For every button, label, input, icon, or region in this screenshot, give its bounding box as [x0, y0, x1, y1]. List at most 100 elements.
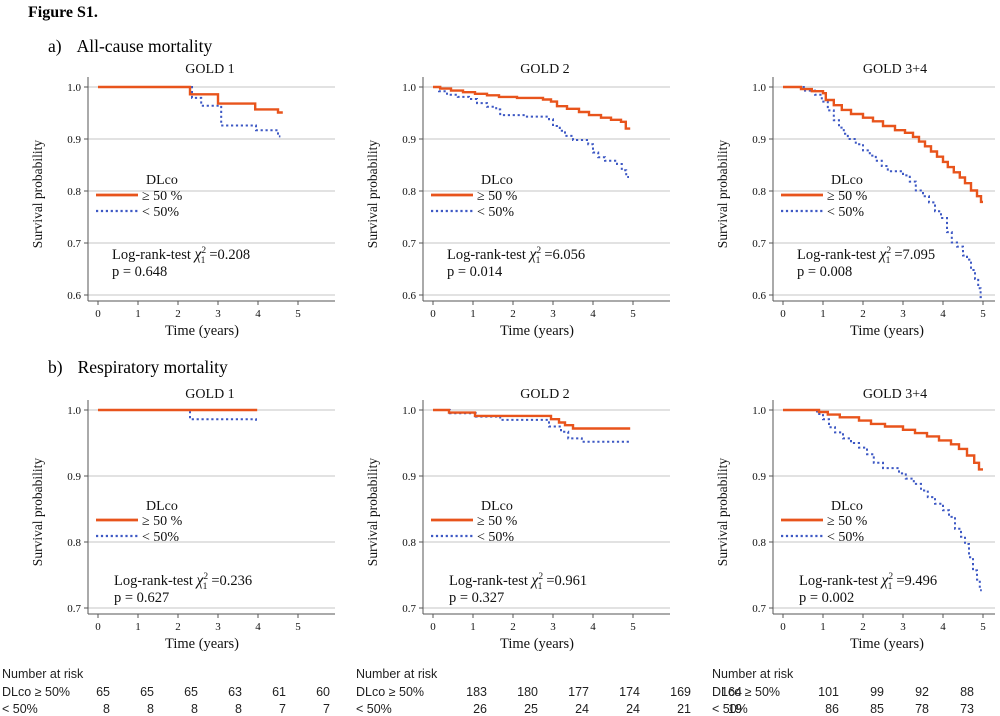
x-tick-label: 0: [430, 621, 436, 633]
x-tick-label: 0: [780, 308, 786, 320]
x-tick-label: 1: [470, 308, 476, 320]
risk-table-row: DLco ≥ 50% 183 180 177 174 169 164: [356, 684, 742, 702]
y-tick-label: 0.9: [752, 134, 766, 146]
logrank-stat: Log-rank-test χ2 1 =0.961: [449, 572, 587, 592]
y-tick-label: 1.0: [752, 405, 766, 417]
x-tick-label: 1: [135, 308, 141, 320]
curve-dlco-ge50: [433, 408, 631, 430]
y-tick-label: 0.8: [402, 186, 416, 198]
x-tick-label: 4: [255, 308, 261, 320]
risk-table-2: Number at risk DLco ≥ 50% 183 180 177 174 169 1…: [356, 666, 742, 716]
risk-row-label: < 50%: [712, 702, 748, 716]
y-tick-label: 1.0: [67, 405, 81, 417]
x-axis-label: Time (years): [850, 323, 924, 339]
panel-b-title: Respiratory mortality: [77, 357, 228, 377]
risk-table-3: Number at risk DLco ≥ 50% 101 99 92 8884 78 < 5…: [712, 666, 1000, 716]
y-axis-label: Survival probability: [715, 458, 730, 567]
risk-count: 92: [915, 684, 929, 699]
p-value: p = 0.002: [799, 590, 854, 606]
risk-count: 85: [870, 702, 884, 716]
risk-count: 65: [184, 684, 198, 699]
y-tick-label: 0.8: [402, 537, 416, 549]
curve-dlco-ge50: [433, 85, 631, 130]
panel-a-header: a) All-cause mortality: [48, 36, 212, 57]
logrank-stat: Log-rank-test χ2 1 =9.496: [799, 572, 937, 592]
risk-count: 8: [235, 702, 242, 716]
y-tick-label: 0.8: [752, 186, 766, 198]
curve-dlco-lt50: [783, 86, 983, 299]
x-tick-label: 3: [215, 308, 221, 320]
risk-count: 7: [323, 702, 330, 716]
risk-count: 25: [524, 702, 538, 716]
risk-table-row: < 50%868578736351: [712, 701, 1000, 716]
plot-title: GOLD 3+4: [863, 387, 927, 402]
x-tick-label: 2: [510, 308, 516, 320]
logrank-stat: Log-rank-test χ2 1 =6.056: [447, 246, 585, 266]
x-tick-label: 2: [860, 621, 866, 633]
risk-count: 177: [568, 684, 589, 699]
risk-count: 63: [974, 701, 1000, 716]
x-axis-label: Time (years): [500, 323, 574, 339]
risk-count: 21: [677, 702, 691, 716]
x-axis-label: Time (years): [165, 636, 239, 652]
x-axis-label: Time (years): [850, 636, 924, 652]
y-tick-label: 0.9: [752, 471, 766, 483]
x-tick-label: 2: [860, 308, 866, 320]
survival-plot-b-gold1: 0.7 0.8 0.9 1.0 0 1 2 3 4 5 GOLD 1 Survival probabi…: [30, 387, 335, 652]
risk-count: 164: [721, 684, 742, 699]
risk-table-header: Number at risk: [712, 667, 794, 681]
legend-label-ge50: ≥ 50 %: [827, 514, 868, 529]
risk-table-row: < 50% 8 8 8 8 7 7: [2, 701, 330, 716]
risk-count: 84: [974, 684, 1000, 702]
y-tick-label: 0.9: [402, 471, 416, 483]
panel-b-label: b): [48, 357, 63, 377]
x-tick-label: 5: [980, 308, 986, 320]
risk-count: 183: [466, 684, 487, 699]
x-tick-label: 0: [95, 621, 101, 633]
risk-row-label: < 50%: [2, 702, 38, 716]
curve-dlco-lt50: [433, 86, 629, 178]
survival-plot-b-gold2: 0.7 0.8 0.9 1.0 0 1 2 3 4 5 GOLD 2 Survival probabi…: [365, 387, 670, 652]
risk-row-label: DLco ≥ 50%: [2, 684, 71, 699]
x-tick-label: 0: [780, 621, 786, 633]
risk-count: 26: [473, 702, 487, 716]
legend-label-ge50: ≥ 50 %: [142, 514, 183, 529]
risk-count: 8: [103, 702, 110, 716]
panel-a-title: All-cause mortality: [76, 36, 213, 56]
risk-count: 63: [228, 684, 242, 699]
risk-table-row: DLco ≥ 50%1019992888478: [712, 684, 1000, 702]
y-tick-label: 1.0: [402, 405, 416, 417]
risk-row-label: DLco ≥ 50%: [356, 684, 425, 699]
y-tick-label: 1.0: [402, 82, 416, 94]
y-tick-label: 0.9: [402, 134, 416, 146]
risk-count: 8: [147, 702, 154, 716]
p-value: p = 0.327: [449, 590, 504, 606]
x-tick-label: 1: [820, 621, 826, 633]
x-tick-label: 2: [510, 621, 516, 633]
y-tick-label: 0.9: [67, 134, 81, 146]
y-axis-label: Survival probability: [715, 140, 730, 249]
x-tick-label: 4: [940, 621, 946, 633]
plot-title: GOLD 2: [520, 387, 569, 402]
y-tick-label: 0.8: [67, 537, 81, 549]
y-tick-label: 0.7: [752, 603, 766, 615]
risk-count: 24: [575, 702, 589, 716]
panel-a-label: a): [48, 36, 62, 56]
curve-dlco-lt50: [98, 409, 257, 423]
risk-count: 61: [272, 684, 286, 699]
curve-dlco-ge50: [98, 85, 283, 114]
y-tick-label: 0.8: [67, 186, 81, 198]
legend-label-lt50: < 50%: [142, 530, 179, 545]
y-tick-label: 0.7: [752, 238, 766, 250]
y-tick-label: 0.9: [67, 471, 81, 483]
risk-count: 180: [517, 684, 538, 699]
risk-count: 101: [818, 684, 839, 699]
risk-count: 73: [960, 702, 974, 716]
survival-plot-a-gold1: 0.6 0.7 0.8 0.9 1.0 0 1 2 3 4 5 GOLD 1 Survival prob…: [30, 62, 335, 339]
curve-dlco-ge50: [783, 85, 983, 204]
y-tick-label: 0.7: [402, 238, 416, 250]
x-tick-label: 3: [900, 621, 906, 633]
x-tick-label: 3: [900, 308, 906, 320]
x-tick-label: 0: [95, 308, 101, 320]
legend-title: DLco: [831, 499, 863, 514]
